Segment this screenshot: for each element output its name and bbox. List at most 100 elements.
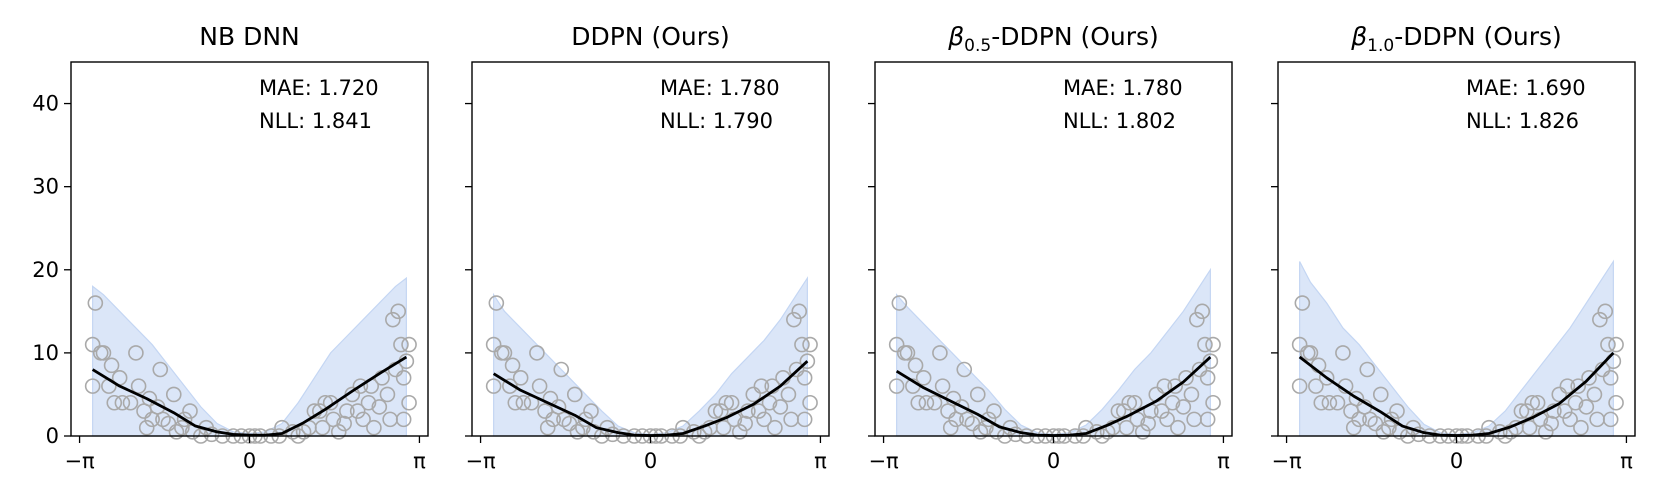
- x-tick-label: −π: [465, 449, 496, 473]
- chart-title-subscript: 1.0: [1367, 36, 1394, 56]
- x-tick-label: π: [1620, 449, 1633, 473]
- data-point: [393, 336, 409, 353]
- data-point: [512, 370, 529, 386]
- data-point: [972, 424, 989, 440]
- data-point: [718, 394, 735, 411]
- data-point: [507, 394, 524, 411]
- data-point: [1381, 419, 1397, 436]
- data-point: [731, 424, 748, 440]
- data-point: [796, 411, 813, 428]
- data-point: [932, 345, 948, 361]
- data-point: [896, 345, 913, 361]
- data-point: [1291, 336, 1308, 353]
- data-point: [114, 394, 131, 411]
- x-tick-label: 0: [1450, 449, 1463, 473]
- data-point: [1194, 303, 1211, 320]
- data-point: [1543, 415, 1559, 432]
- chart-title-suffix: -DDPN (Ours): [1394, 22, 1562, 51]
- data-point: [165, 386, 182, 403]
- chart-panel-2: −π 0 π DDPN (Ours) MAE: 1.780 NLL: 1.790: [465, 22, 830, 473]
- data-point: [772, 399, 789, 415]
- data-point: [1191, 361, 1208, 378]
- data-point: [502, 378, 518, 394]
- data-point: [942, 419, 959, 436]
- data-point: [174, 419, 190, 436]
- data-point: [1205, 394, 1221, 411]
- data-point: [542, 390, 559, 407]
- data-point: [786, 311, 802, 328]
- data-point: [1600, 336, 1616, 353]
- data-point: [891, 295, 908, 311]
- data-point: [355, 411, 371, 428]
- data-point: [791, 303, 808, 320]
- x-tick-label: π: [814, 449, 827, 473]
- data-point: [87, 295, 104, 311]
- data-point: [1524, 394, 1541, 411]
- data-point: [168, 424, 185, 440]
- data-point: [92, 345, 109, 361]
- data-point: [488, 295, 505, 311]
- data-point: [401, 394, 417, 411]
- data-point: [401, 336, 417, 353]
- data-point: [969, 386, 986, 403]
- scatter-points: [84, 295, 417, 444]
- data-point: [1602, 411, 1619, 428]
- chart-title-main: β: [1350, 22, 1367, 51]
- data-point: [553, 361, 570, 378]
- data-point: [1110, 403, 1127, 419]
- data-point: [604, 426, 621, 443]
- data-point: [366, 419, 382, 436]
- data-point: [1362, 411, 1378, 428]
- x-tick-label: −π: [1271, 449, 1302, 473]
- data-point: [1529, 394, 1546, 411]
- data-point: [106, 394, 123, 411]
- data-point: [1140, 415, 1156, 432]
- data-point: [1562, 411, 1578, 428]
- data-point: [1313, 394, 1330, 411]
- data-point: [1359, 361, 1376, 378]
- data-point: [788, 361, 805, 378]
- data-point: [569, 424, 586, 440]
- data-point: [910, 394, 927, 411]
- data-point: [1586, 386, 1603, 403]
- data-point: [1118, 419, 1135, 436]
- data-point: [379, 386, 396, 403]
- data-point: [918, 394, 935, 411]
- data-point: [515, 394, 532, 411]
- data-point: [780, 386, 797, 403]
- scatter-points: [1291, 295, 1624, 444]
- data-point: [1410, 426, 1427, 443]
- data-point: [767, 419, 783, 436]
- data-point: [504, 357, 521, 374]
- data-point: [583, 403, 599, 419]
- data-point: [1156, 378, 1173, 394]
- data-point: [1513, 403, 1530, 419]
- data-point: [1345, 419, 1362, 436]
- x-tick-label: π: [1217, 449, 1230, 473]
- data-point: [1134, 424, 1151, 440]
- data-point: [1335, 345, 1351, 361]
- data-point: [1199, 411, 1216, 428]
- data-point: [1199, 370, 1216, 386]
- data-point: [141, 390, 158, 407]
- data-point: [385, 311, 401, 328]
- data-point: [1519, 403, 1535, 419]
- confidence-band: [1299, 259, 1614, 437]
- data-point: [1602, 370, 1619, 386]
- y-tick-label: 0: [46, 424, 59, 448]
- metric-label: NLL: 1.841: [259, 109, 372, 133]
- data-point: [707, 403, 724, 419]
- data-point: [907, 357, 924, 374]
- metric-label: MAE: 1.720: [259, 76, 379, 100]
- data-point: [756, 411, 772, 428]
- data-point: [1608, 394, 1624, 411]
- data-point: [1372, 386, 1389, 403]
- metric-label: MAE: 1.780: [1063, 76, 1183, 100]
- data-point: [556, 411, 572, 428]
- chart-panel-4: −π 0 π β1.0-DDPN (Ours) MAE: 1.690 NLL: 1.826: [1271, 22, 1636, 473]
- data-point: [1175, 399, 1192, 415]
- chart-title: β0.5-DDPN (Ours): [947, 22, 1159, 56]
- data-point: [1556, 403, 1573, 419]
- data-point: [1521, 419, 1538, 436]
- data-point: [360, 394, 377, 411]
